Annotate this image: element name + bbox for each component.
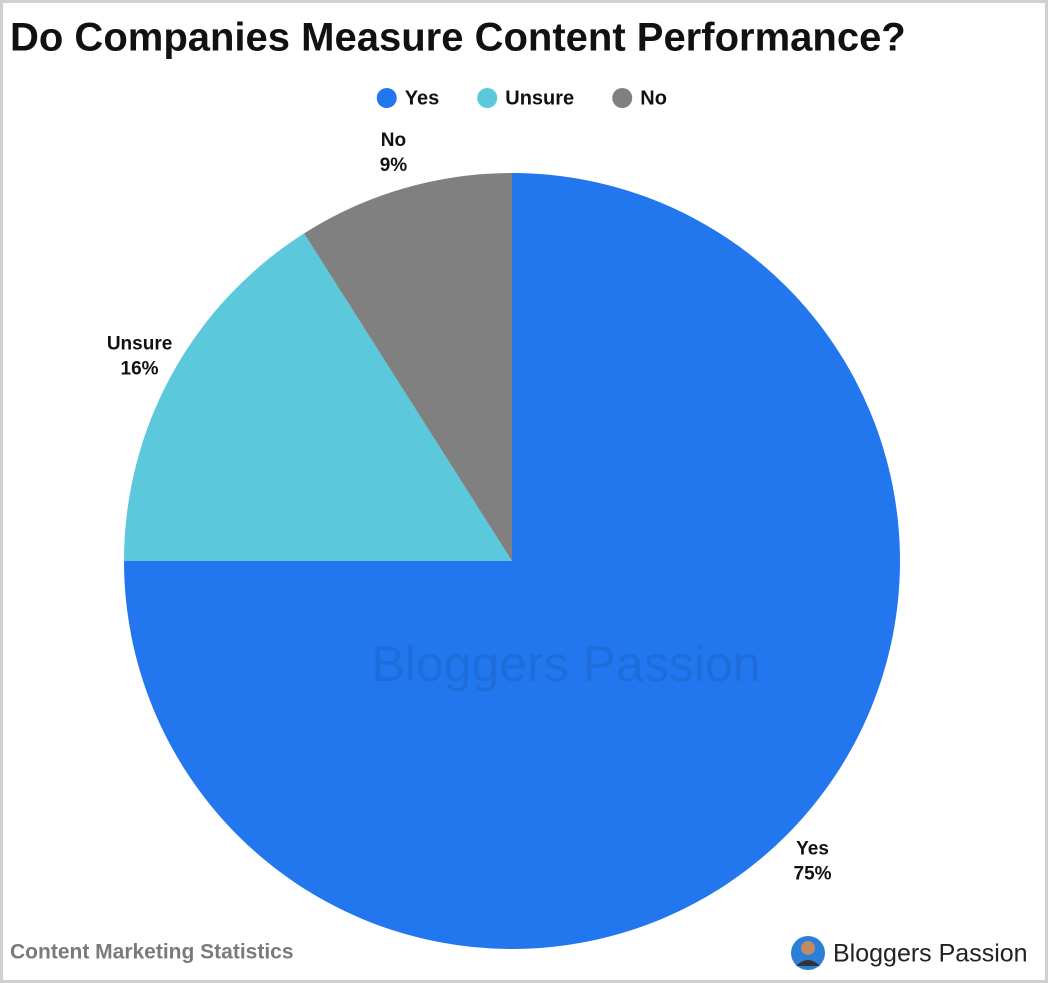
legend-swatch <box>376 88 397 108</box>
legend-swatch <box>612 88 633 108</box>
legend-label: Unsure <box>505 87 574 109</box>
brand-name: Bloggers Passion <box>833 940 1028 968</box>
slice-label-value: 75% <box>794 864 832 885</box>
legend-swatch <box>477 88 498 108</box>
pie-slice <box>124 233 512 562</box>
watermark: Bloggers Passion <box>371 636 760 692</box>
slice-label-name: Yes <box>796 839 829 860</box>
slice-label-value: 9% <box>380 155 408 176</box>
legend-label: No <box>640 87 667 109</box>
slice-label-name: No <box>381 130 406 151</box>
slice-label-name: Unsure <box>107 333 172 354</box>
footer-text: Content Marketing Statistics <box>10 941 294 964</box>
legend-label: Yes <box>405 87 439 109</box>
chart-title: Do Companies Measure Content Performance… <box>10 16 906 60</box>
brand-logo <box>791 936 825 970</box>
pie <box>124 173 900 949</box>
slice-label-value: 16% <box>121 358 159 379</box>
pie-slice <box>304 173 512 561</box>
